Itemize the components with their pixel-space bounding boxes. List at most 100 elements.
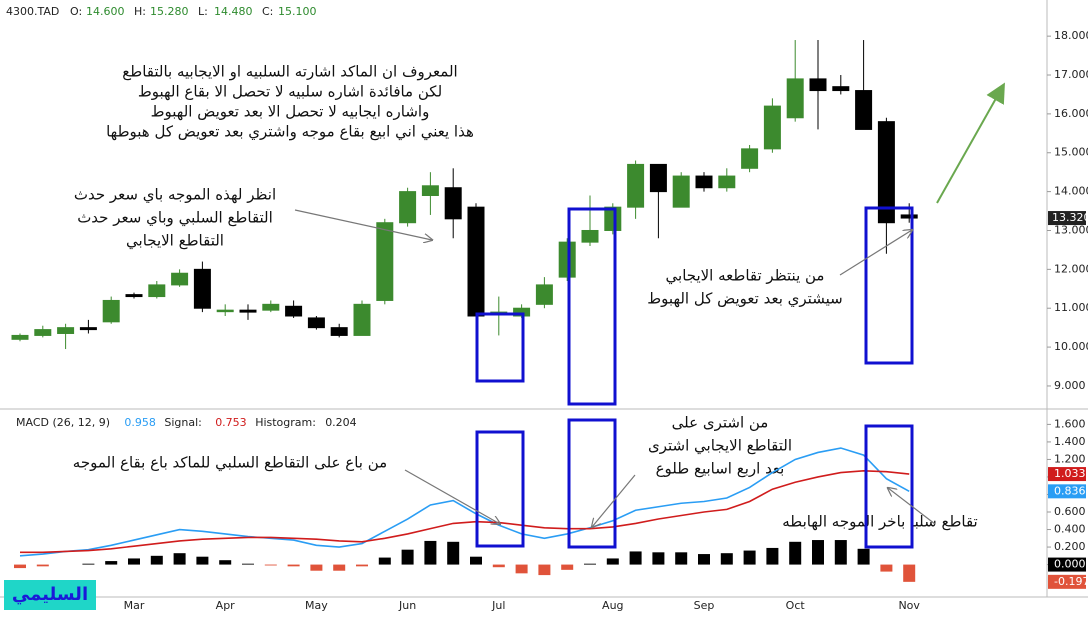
histogram-bar — [584, 563, 596, 565]
y-tick-label: 14.000 — [1054, 185, 1088, 198]
candle-body — [832, 86, 850, 92]
y-tick-label: 0.000 — [1054, 558, 1086, 571]
annotation: لكن مافائدة اشاره سلبيه لا تحصل الا بقاع… — [138, 83, 442, 101]
candle-body — [444, 187, 462, 220]
legend-value: 0.204 — [325, 416, 357, 429]
histogram-bar — [333, 564, 346, 571]
candle-body — [421, 185, 439, 197]
histogram-bar — [242, 563, 254, 565]
annotation: هذا يعني اني ابيع بقاع موجه واشتري بعد ت… — [106, 123, 474, 142]
x-tick-label: Nov — [898, 599, 920, 612]
histogram-bar — [515, 564, 528, 574]
x-tick-label: Jun — [398, 599, 416, 612]
value-tag-label: 0.836 — [1054, 484, 1086, 497]
highlight-box — [567, 418, 617, 549]
value-tag — [1048, 467, 1086, 482]
histogram-bar — [310, 564, 323, 571]
histogram-bar — [82, 563, 95, 565]
candle-body — [649, 163, 667, 193]
histogram-bar — [789, 541, 802, 565]
candle-body — [193, 268, 211, 309]
annotation: تقاطع سلبا باخر الموجه الهابطه — [782, 513, 977, 531]
histogram-bar — [36, 564, 49, 567]
candle-body — [307, 317, 325, 329]
candle-body — [57, 327, 75, 334]
candle-body — [148, 284, 166, 298]
y-tick-label: 16.000 — [1054, 107, 1088, 120]
candle-body — [102, 299, 120, 323]
histogram-bar — [378, 557, 391, 565]
x-tick-label: Aug — [602, 599, 623, 612]
price-tag — [1048, 211, 1086, 226]
histogram-bar — [766, 547, 779, 565]
candle-body — [558, 241, 576, 278]
histogram-bar — [561, 564, 574, 570]
histogram-bar — [447, 541, 460, 565]
y-tick-label: 18.000 — [1054, 29, 1088, 42]
annotation: من اشترى على — [672, 414, 769, 432]
y-tick-label: 1.400 — [1054, 435, 1086, 448]
histogram-bar — [492, 564, 505, 568]
annotation: سيشتري بعد تعويض كل الهبوط — [647, 290, 842, 309]
histogram-bar — [812, 540, 824, 565]
histogram-bar — [698, 554, 710, 565]
annotation: بعد اربع اسابيع طلوع — [656, 460, 785, 478]
y-tick-label: 10.000 — [1054, 340, 1088, 353]
histogram-bar — [903, 564, 916, 582]
legend-name: Signal: — [164, 416, 202, 429]
candle-body — [239, 309, 257, 313]
signature: السليمي — [12, 584, 88, 605]
legend-key: H: — [134, 5, 146, 18]
y-tick-label: 17.000 — [1054, 68, 1088, 81]
candle-body — [763, 105, 781, 150]
y-tick-label: 1.600 — [1054, 417, 1086, 430]
symbol: 4300.TAD — [6, 5, 59, 18]
histogram-bar — [128, 558, 140, 565]
legend-value: 14.600 — [86, 5, 125, 18]
histogram-bar — [287, 564, 300, 567]
macd-line — [19, 447, 910, 557]
annotation: من ينتظر تقاطعه الايجابي — [666, 267, 825, 286]
candle-body — [285, 305, 303, 317]
arrow — [404, 469, 500, 524]
x-tick-label: Jul — [491, 599, 505, 612]
highlight-box — [864, 206, 914, 365]
candle-body — [604, 206, 622, 231]
histogram-bar — [264, 564, 277, 566]
candle-body — [353, 303, 371, 336]
candle-body — [262, 303, 280, 311]
highlight-box — [567, 207, 617, 406]
histogram-bar — [401, 549, 414, 565]
highlight-box — [475, 430, 525, 548]
candle-body — [786, 78, 804, 119]
candle-body — [399, 191, 417, 224]
histogram-bar — [538, 564, 551, 576]
histogram-bar — [857, 548, 870, 565]
candle-body — [718, 175, 736, 189]
x-tick-label: May — [305, 599, 328, 612]
legend-name: MACD (26, 12, 9) — [16, 416, 110, 429]
histogram-bar — [606, 558, 619, 565]
histogram-bar — [14, 564, 26, 569]
histogram-bar — [470, 556, 482, 565]
legend-key: L: — [198, 5, 208, 18]
histogram-bar — [743, 550, 756, 565]
candle-body — [11, 334, 29, 340]
value-tag-label: 1.033 — [1054, 467, 1086, 480]
histogram-bar — [105, 561, 118, 565]
x-tick-label: Oct — [786, 599, 806, 612]
legend-value: 14.480 — [214, 5, 253, 18]
candle-body — [171, 272, 189, 286]
annotation: المعروف ان الماكد اشارته السلبيه او الاي… — [122, 63, 457, 81]
candle-body — [467, 206, 485, 317]
candle-body — [79, 327, 97, 331]
histogram-bar — [834, 540, 847, 565]
histogram-bar — [675, 552, 688, 565]
annotations — [294, 82, 1005, 549]
candle-body — [627, 163, 645, 208]
arrow — [294, 209, 432, 240]
candle-body — [695, 175, 713, 189]
annotation: من باع على التقاطع السلبي للماكد باع بقا… — [73, 454, 387, 473]
annotation: التقاطع الايجابي — [126, 232, 224, 251]
